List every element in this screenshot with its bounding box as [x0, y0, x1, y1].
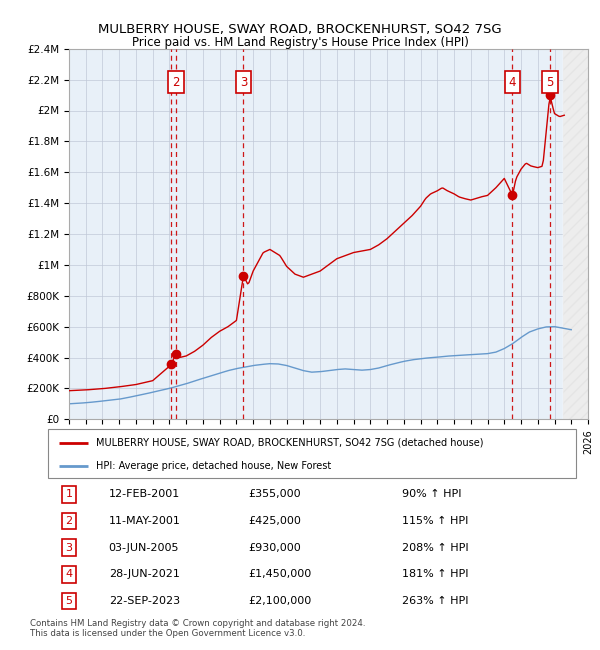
Text: 115% ↑ HPI: 115% ↑ HPI: [402, 516, 468, 526]
Text: 1: 1: [65, 489, 73, 499]
Text: Price paid vs. HM Land Registry's House Price Index (HPI): Price paid vs. HM Land Registry's House …: [131, 36, 469, 49]
Text: 28-JUN-2021: 28-JUN-2021: [109, 569, 179, 579]
Text: £930,000: £930,000: [248, 543, 301, 552]
Text: MULBERRY HOUSE, SWAY ROAD, BROCKENHURST, SO42 7SG (detached house): MULBERRY HOUSE, SWAY ROAD, BROCKENHURST,…: [95, 437, 483, 448]
Text: 208% ↑ HPI: 208% ↑ HPI: [402, 543, 469, 552]
Text: £355,000: £355,000: [248, 489, 301, 499]
Text: £425,000: £425,000: [248, 516, 302, 526]
Text: £2,100,000: £2,100,000: [248, 596, 312, 606]
Text: 2: 2: [172, 75, 179, 88]
Text: 263% ↑ HPI: 263% ↑ HPI: [402, 596, 468, 606]
Text: 3: 3: [65, 543, 73, 552]
Text: 5: 5: [546, 75, 554, 88]
Text: 5: 5: [65, 596, 73, 606]
Bar: [563, 49, 596, 419]
Text: 22-SEP-2023: 22-SEP-2023: [109, 596, 180, 606]
Text: £1,450,000: £1,450,000: [248, 569, 312, 579]
Text: 3: 3: [240, 75, 247, 88]
Text: 03-JUN-2005: 03-JUN-2005: [109, 543, 179, 552]
Text: 90% ↑ HPI: 90% ↑ HPI: [402, 489, 461, 499]
Bar: [563, 49, 596, 419]
Text: Contains HM Land Registry data © Crown copyright and database right 2024.
This d: Contains HM Land Registry data © Crown c…: [30, 619, 365, 638]
Text: HPI: Average price, detached house, New Forest: HPI: Average price, detached house, New …: [95, 461, 331, 471]
Text: 12-FEB-2001: 12-FEB-2001: [109, 489, 180, 499]
FancyBboxPatch shape: [48, 429, 576, 478]
Text: 4: 4: [65, 569, 73, 579]
Text: 4: 4: [509, 75, 516, 88]
Text: 181% ↑ HPI: 181% ↑ HPI: [402, 569, 468, 579]
Text: 11-MAY-2001: 11-MAY-2001: [109, 516, 181, 526]
Text: MULBERRY HOUSE, SWAY ROAD, BROCKENHURST, SO42 7SG: MULBERRY HOUSE, SWAY ROAD, BROCKENHURST,…: [98, 23, 502, 36]
Text: 2: 2: [65, 516, 73, 526]
